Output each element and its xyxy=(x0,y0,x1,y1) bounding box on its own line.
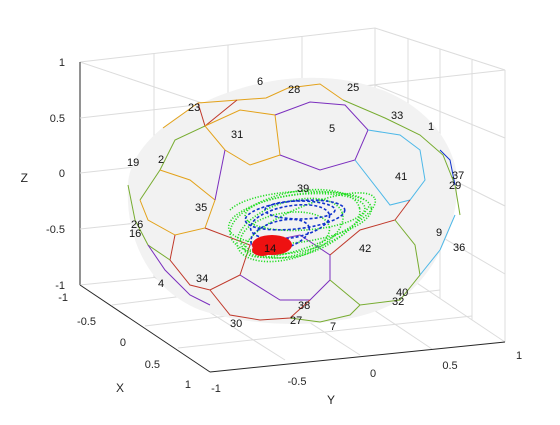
y-tick-label: 0.5 xyxy=(442,360,457,372)
face-label: 26 xyxy=(131,219,143,231)
face-label: 36 xyxy=(453,242,465,254)
face-label: 31 xyxy=(231,129,243,141)
z-axis-label: Z xyxy=(21,171,28,185)
face-label: 35 xyxy=(195,202,207,214)
face-label: 29 xyxy=(449,180,461,192)
z-tick-label: 0.5 xyxy=(50,113,65,125)
face-label: 30 xyxy=(230,318,242,330)
x-tick-label: 0.5 xyxy=(145,359,160,371)
z-axis: 1 0.5 0 -0.5 -1 Z xyxy=(21,57,65,292)
x-tick-label: 1 xyxy=(185,379,191,391)
x-axis-label: X xyxy=(116,381,124,395)
y-tick-label: 0 xyxy=(370,368,376,380)
face-label: 41 xyxy=(395,171,407,183)
axis-lines xyxy=(79,284,506,373)
series-red xyxy=(252,235,292,256)
face-label: 16 xyxy=(129,228,141,240)
y-axis: -1 -0.5 0 0.5 1 Y xyxy=(211,350,522,407)
x-tick-label: -1 xyxy=(58,292,68,304)
series-green xyxy=(227,188,377,263)
face-label: 32 xyxy=(392,296,404,308)
face-label: 9 xyxy=(436,227,442,239)
face-label: 40 xyxy=(396,287,408,299)
x-tick-label: 0 xyxy=(120,337,126,349)
face-label: 42 xyxy=(359,243,371,255)
face-label: 27 xyxy=(290,315,302,327)
face-label: 5 xyxy=(329,123,335,135)
z-tick-label: 0 xyxy=(59,168,65,180)
z-tick-label: -0.5 xyxy=(46,224,65,236)
face-label: 33 xyxy=(391,110,403,122)
face-label: 39 xyxy=(297,183,309,195)
face-label: 25 xyxy=(347,82,359,94)
face-label: 34 xyxy=(196,273,208,285)
y-tick-label: -1 xyxy=(211,383,221,395)
face-label: 19 xyxy=(127,157,139,169)
y-tick-label: -0.5 xyxy=(288,376,307,388)
face-label: 1 xyxy=(428,121,434,133)
face-label: 4 xyxy=(158,278,164,290)
face-label: 6 xyxy=(257,76,263,88)
series-blue xyxy=(244,199,346,252)
face-label: 28 xyxy=(288,84,300,96)
face-label: 14 xyxy=(264,243,276,255)
face-label: 2 xyxy=(158,154,164,166)
face-label: 37 xyxy=(452,170,464,182)
face-label: 38 xyxy=(298,300,310,312)
x-axis: -1 -0.5 0 0.5 1 X xyxy=(58,292,191,395)
face-labels: 1 2 4 6 7 9 19 23 25 26 27 28 29 30 31 3… xyxy=(127,76,465,333)
z-tick-label: -1 xyxy=(55,280,65,292)
y-axis-label: Y xyxy=(327,393,335,407)
z-tick-label: 1 xyxy=(59,57,65,69)
face-label: 7 xyxy=(330,321,336,333)
x-tick-label: -0.5 xyxy=(77,316,96,328)
y-tick-label: 1 xyxy=(516,350,522,362)
face-label: 23 xyxy=(188,102,200,114)
